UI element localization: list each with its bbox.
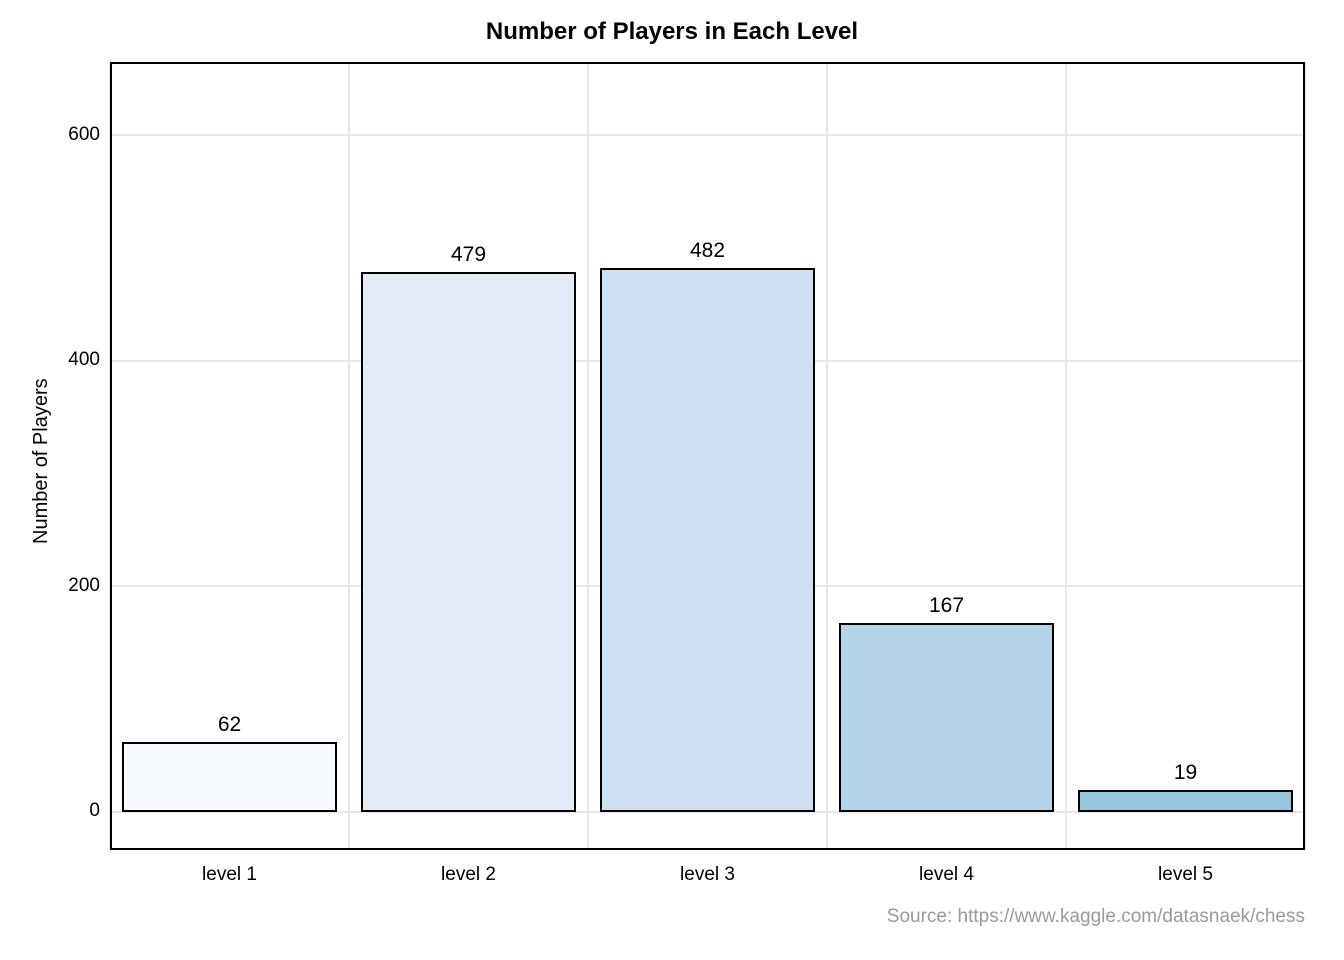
ytick-label: 200 — [40, 575, 100, 597]
bar-level-1 — [122, 742, 337, 812]
xtick-label: level 3 — [608, 864, 808, 886]
bar-level-2 — [361, 272, 576, 812]
xtick-label: level 2 — [369, 864, 569, 886]
gridline-vertical — [826, 62, 828, 850]
ytick-label: 400 — [40, 349, 100, 371]
ytick-label: 600 — [40, 124, 100, 146]
gridline-vertical — [109, 62, 111, 850]
chart-caption: Source: https://www.kaggle.com/datasnaek… — [505, 906, 1305, 928]
chart-container: Number of Players in Each Level Number o… — [0, 0, 1344, 960]
bar-level-4 — [839, 623, 1054, 811]
bar-value-label: 482 — [628, 239, 788, 263]
gridline-horizontal — [110, 134, 1305, 136]
bar-value-label: 62 — [150, 713, 310, 737]
y-axis-label: Number of Players — [30, 379, 53, 545]
bar-level-3 — [600, 268, 815, 811]
gridline-vertical — [348, 62, 350, 850]
xtick-label: level 1 — [130, 864, 330, 886]
chart-title: Number of Players in Each Level — [0, 18, 1344, 46]
bar-value-label: 19 — [1106, 761, 1266, 785]
bar-value-label: 167 — [867, 594, 1027, 618]
gridline-vertical — [1304, 62, 1306, 850]
xtick-label: level 4 — [847, 864, 1047, 886]
bar-value-label: 479 — [389, 243, 549, 267]
xtick-label: level 5 — [1086, 864, 1286, 886]
bar-level-5 — [1078, 790, 1293, 811]
ytick-label: 0 — [40, 800, 100, 822]
gridline-vertical — [587, 62, 589, 850]
gridline-vertical — [1065, 62, 1067, 850]
